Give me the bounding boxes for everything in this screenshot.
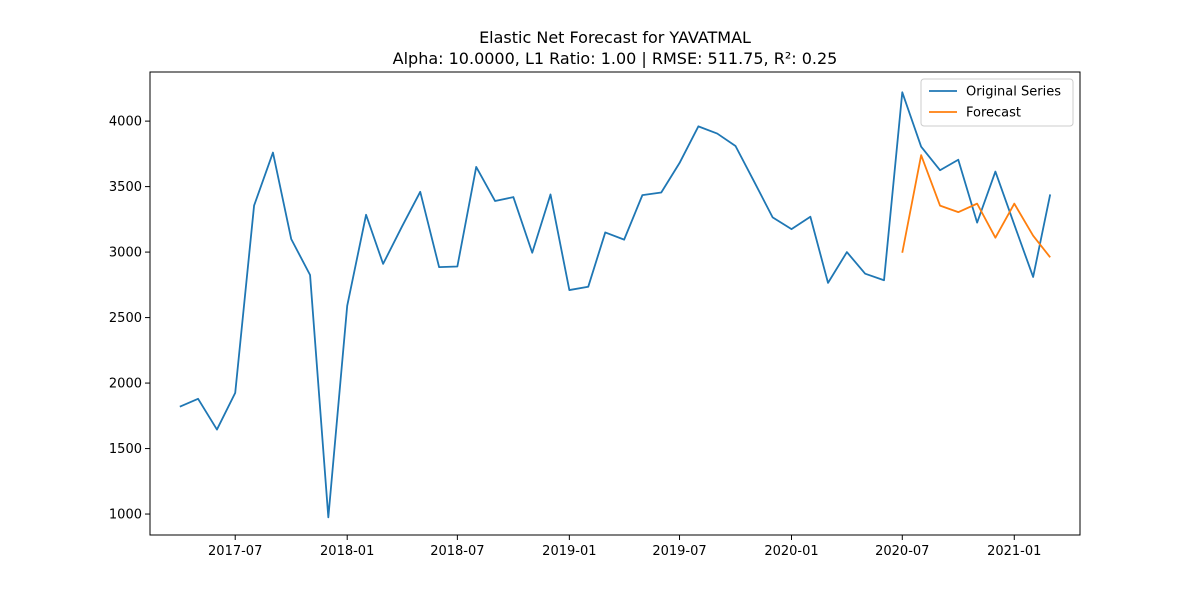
y-tick-label: 1500: [109, 442, 142, 457]
x-tick-label: 2019-07: [652, 544, 706, 559]
x-tick-label: 2018-01: [320, 544, 374, 559]
chart-title: Elastic Net Forecast for YAVATMAL: [479, 28, 751, 47]
y-tick-label: 3500: [109, 180, 142, 195]
series-line-forecast: [901, 154, 1051, 258]
y-tick-label: 2500: [109, 311, 142, 326]
legend-box: [920, 78, 1074, 127]
y-axis: 1000 1500 2000 2500 3000 3500 4000: [109, 115, 150, 523]
series-line-original-series: [179, 91, 1052, 519]
chart-subtitle: Alpha: 10.0000, L1 Ratio: 1.00 | RMSE: 5…: [393, 49, 838, 68]
legend-label-original-series: Original Series: [966, 85, 1061, 100]
legend-label-forecast: Forecast: [966, 106, 1021, 121]
x-tick-label: 2018-07: [430, 544, 484, 559]
y-tick-label: 1000: [109, 508, 142, 523]
y-tick-label: 4000: [109, 115, 142, 130]
y-tick-label: 2000: [109, 377, 142, 392]
x-tick-label: 2020-07: [875, 544, 929, 559]
y-tick-label: 3000: [109, 246, 142, 261]
plot-area: [149, 71, 1081, 536]
series-lines: [179, 91, 1052, 519]
x-tick-label: 2020-01: [764, 544, 818, 559]
x-tick-label: 2017-07: [208, 544, 262, 559]
x-tick-label: 2021-01: [987, 544, 1041, 559]
legend: Original Series Forecast: [920, 78, 1074, 127]
x-axis: 2017-07 2018-01 2018-07 2019-01 2019-07 2020-…: [208, 535, 1041, 559]
x-tick-label: 2019-01: [542, 544, 596, 559]
